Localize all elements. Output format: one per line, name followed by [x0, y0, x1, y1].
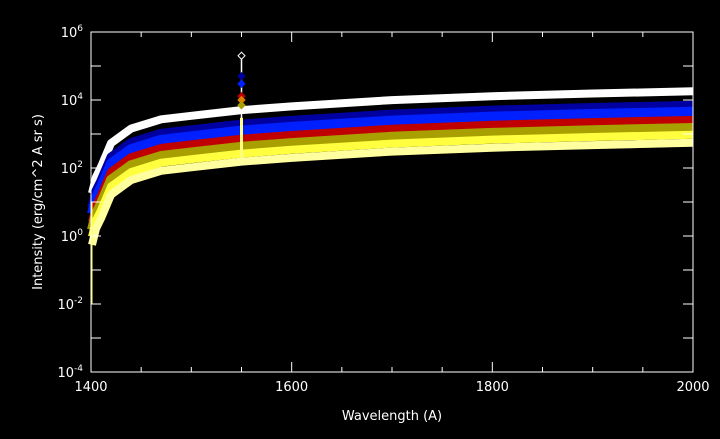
x-tick-label: 1800	[476, 380, 509, 395]
y-axis-label: Intensity (erg/cm^2 A sr s)	[31, 114, 46, 290]
spike-layer	[237, 51, 246, 158]
spike-marker-white	[237, 51, 246, 60]
spike-marker-dark-blue	[237, 72, 246, 81]
x-tick-label: 2000	[676, 380, 709, 395]
series-light-yellow	[88, 138, 694, 246]
series-white	[88, 87, 694, 195]
y-tick-label: 102	[61, 160, 83, 177]
y-tick-label: 106	[61, 24, 84, 41]
plot-frame	[90, 31, 694, 373]
x-tick-label: 1400	[74, 380, 107, 395]
spike-marker-olive	[237, 101, 246, 110]
y-tick-label: 104	[61, 92, 84, 109]
y-tick-label: 10-4	[57, 364, 83, 381]
series-layer	[87, 87, 694, 304]
spike-marker-blue	[237, 79, 246, 88]
x-axis-label: Wavelength (A)	[342, 409, 442, 424]
y-tick-label: 100	[61, 228, 84, 245]
tick-layer: 1400 1600 1800 2000 106 104 102 100 10-2 10-4	[57, 24, 709, 395]
x-tick-label: 1600	[275, 380, 308, 395]
y-tick-label: 10-2	[57, 296, 83, 313]
